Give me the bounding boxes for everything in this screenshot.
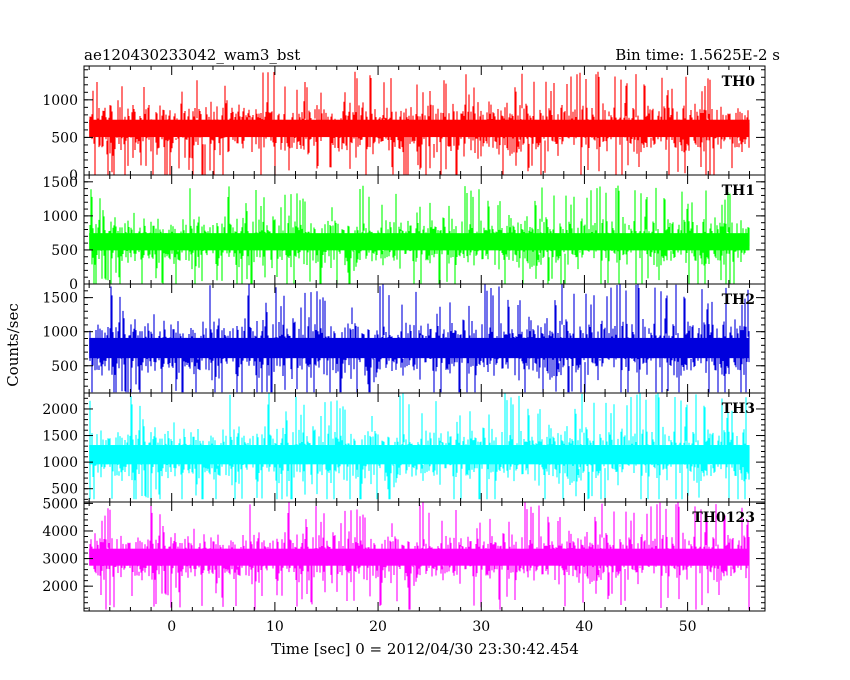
y-tick-label: 2000: [42, 579, 78, 595]
series-core-th2: [89, 337, 750, 359]
y-tick-label: 1500: [42, 429, 78, 445]
y-tick-label: 500: [51, 130, 78, 146]
x-tick-label: 30: [472, 619, 490, 635]
y-tick-label: 0: [69, 277, 78, 293]
panel-label-th0123: TH0123: [692, 510, 755, 526]
panel-th1: 0 500 1000 1500 TH1: [42, 174, 766, 293]
series-core-th3: [89, 445, 750, 465]
chart-title-right: Bin time: 1.5625E-2 s: [615, 46, 780, 64]
panel-frame: [83, 501, 766, 612]
x-tick-label: 40: [576, 619, 594, 635]
series-core-th0123: [89, 548, 750, 566]
series-core-th0: [89, 119, 750, 138]
y-tick-label: 3000: [42, 552, 78, 568]
y-tick-label: 500: [51, 243, 78, 259]
y-axis-label: Counts/sec: [4, 303, 22, 387]
panel-label-th2: TH2: [722, 292, 755, 308]
y-tick-label: 500: [51, 359, 78, 375]
y-tick-label: 1000: [42, 325, 78, 341]
x-axis-label: Time [sec] 0 = 2012/04/30 23:30:42.454: [271, 640, 579, 658]
x-tick-label: 10: [266, 619, 284, 635]
y-tick-label: 1500: [42, 291, 78, 307]
chart-title-left: ae120430233042_wam3_bst: [84, 46, 300, 64]
panel-th0: 0 500 1000 TH0: [42, 65, 766, 184]
x-tick-label: 50: [679, 619, 697, 635]
series-core-th1: [89, 233, 750, 251]
y-tick-label: 500: [51, 482, 78, 498]
y-tick-label: 1000: [42, 455, 78, 471]
x-tick-label: 20: [369, 619, 387, 635]
x-tick-label: 0: [167, 619, 176, 635]
panel-th2: 500 1000 1500 TH2: [42, 283, 766, 394]
y-tick-label: 1000: [42, 93, 78, 109]
y-tick-label: 2000: [42, 402, 78, 418]
y-tick-label: 1500: [42, 175, 78, 191]
panel-th3: 500 1000 1500 2000 TH3: [42, 392, 766, 503]
panel-label-th1: TH1: [722, 183, 755, 199]
panel-label-th3: TH3: [722, 401, 755, 417]
y-tick-label: 4000: [42, 524, 78, 540]
y-tick-label: 5000: [42, 496, 78, 512]
y-tick-label: 0: [69, 168, 78, 184]
y-tick-label: 1000: [42, 209, 78, 225]
panel-label-th0: TH0: [722, 74, 756, 90]
panel-th0123: 2000 3000 4000 5000 TH0123: [42, 496, 766, 612]
